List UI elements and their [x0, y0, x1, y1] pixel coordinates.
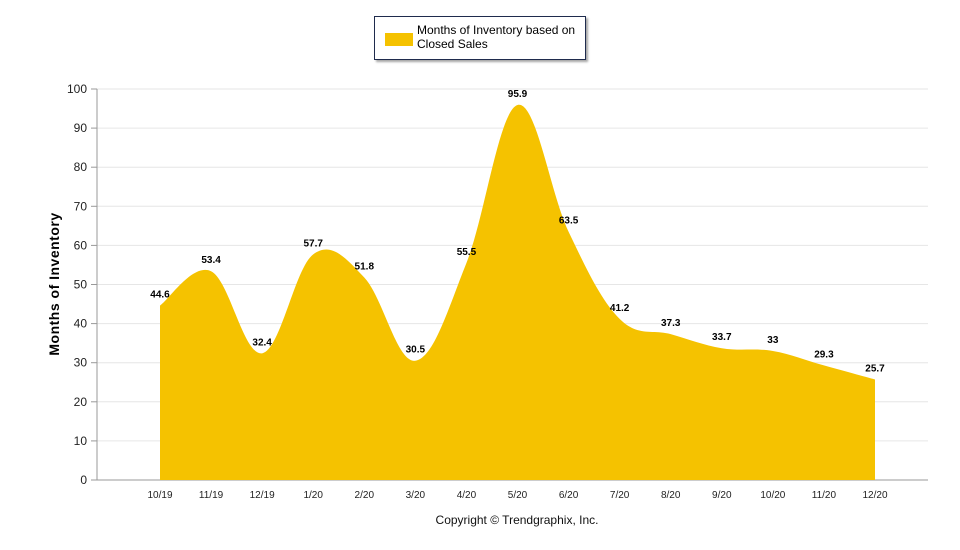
y-tick-label: 20 [74, 395, 88, 409]
data-label: 53.4 [201, 255, 221, 266]
area-series [160, 104, 875, 481]
data-label: 25.7 [865, 364, 885, 375]
x-tick-label: 4/20 [457, 490, 477, 501]
x-tick-label: 12/20 [862, 490, 887, 501]
data-label: 51.8 [355, 261, 375, 272]
y-tick-label: 100 [67, 82, 87, 96]
x-tick-label: 11/19 [199, 490, 224, 501]
data-label: 33 [767, 335, 779, 346]
x-tick-label: 12/19 [250, 490, 275, 501]
copyright-text: Copyright © Trendgraphix, Inc. [436, 513, 599, 527]
y-tick-labels: 0 10 20 30 40 50 60 70 80 90 100 [67, 82, 87, 487]
data-label: 55.5 [457, 247, 477, 258]
x-tick-label: 8/20 [661, 490, 681, 501]
data-label: 41.2 [610, 303, 630, 314]
legend: Months of Inventory based on Closed Sale… [374, 16, 586, 60]
data-label: 32.4 [252, 337, 272, 348]
data-label: 29.3 [814, 349, 834, 360]
y-tick-label: 90 [74, 121, 88, 135]
y-tick-label: 40 [74, 317, 88, 331]
x-tick-label: 6/20 [559, 490, 579, 501]
y-tick-label: 60 [74, 238, 88, 252]
data-label: 63.5 [559, 216, 579, 227]
x-tick-label: 9/20 [712, 490, 732, 501]
y-axis-label: Months of Inventory [46, 212, 62, 355]
x-tick-label: 10/19 [147, 490, 172, 501]
y-tick-label: 70 [74, 199, 88, 213]
legend-label: Months of Inventory based on Closed Sale… [417, 23, 576, 51]
y-tick-label: 30 [74, 356, 88, 370]
x-tick-label: 5/20 [508, 490, 528, 501]
y-tick-label: 50 [74, 278, 88, 292]
data-label: 37.3 [661, 318, 681, 329]
x-tick-label: 7/20 [610, 490, 630, 501]
x-tick-labels: 10/19 11/19 12/19 1/20 2/20 3/20 4/20 5/20 6/20 7… [147, 490, 887, 501]
x-tick-label: 11/20 [812, 490, 837, 501]
x-tick-label: 1/20 [303, 490, 323, 501]
x-tick-label: 10/20 [760, 490, 785, 501]
y-tick-label: 10 [74, 434, 88, 448]
data-label: 95.9 [508, 89, 528, 100]
data-label: 33.7 [712, 332, 732, 343]
y-tick-label: 0 [80, 473, 87, 487]
data-label: 57.7 [303, 238, 323, 249]
x-tick-label: 2/20 [355, 490, 375, 501]
y-tick-label: 80 [74, 160, 88, 174]
data-label: 44.6 [150, 290, 170, 301]
legend-swatch [385, 33, 413, 46]
x-tick-label: 3/20 [406, 490, 426, 501]
data-label: 30.5 [406, 345, 426, 356]
data-labels: 44.6 53.4 32.4 57.7 51.8 30.5 55.5 95.9 63.5 41.2… [150, 89, 885, 374]
